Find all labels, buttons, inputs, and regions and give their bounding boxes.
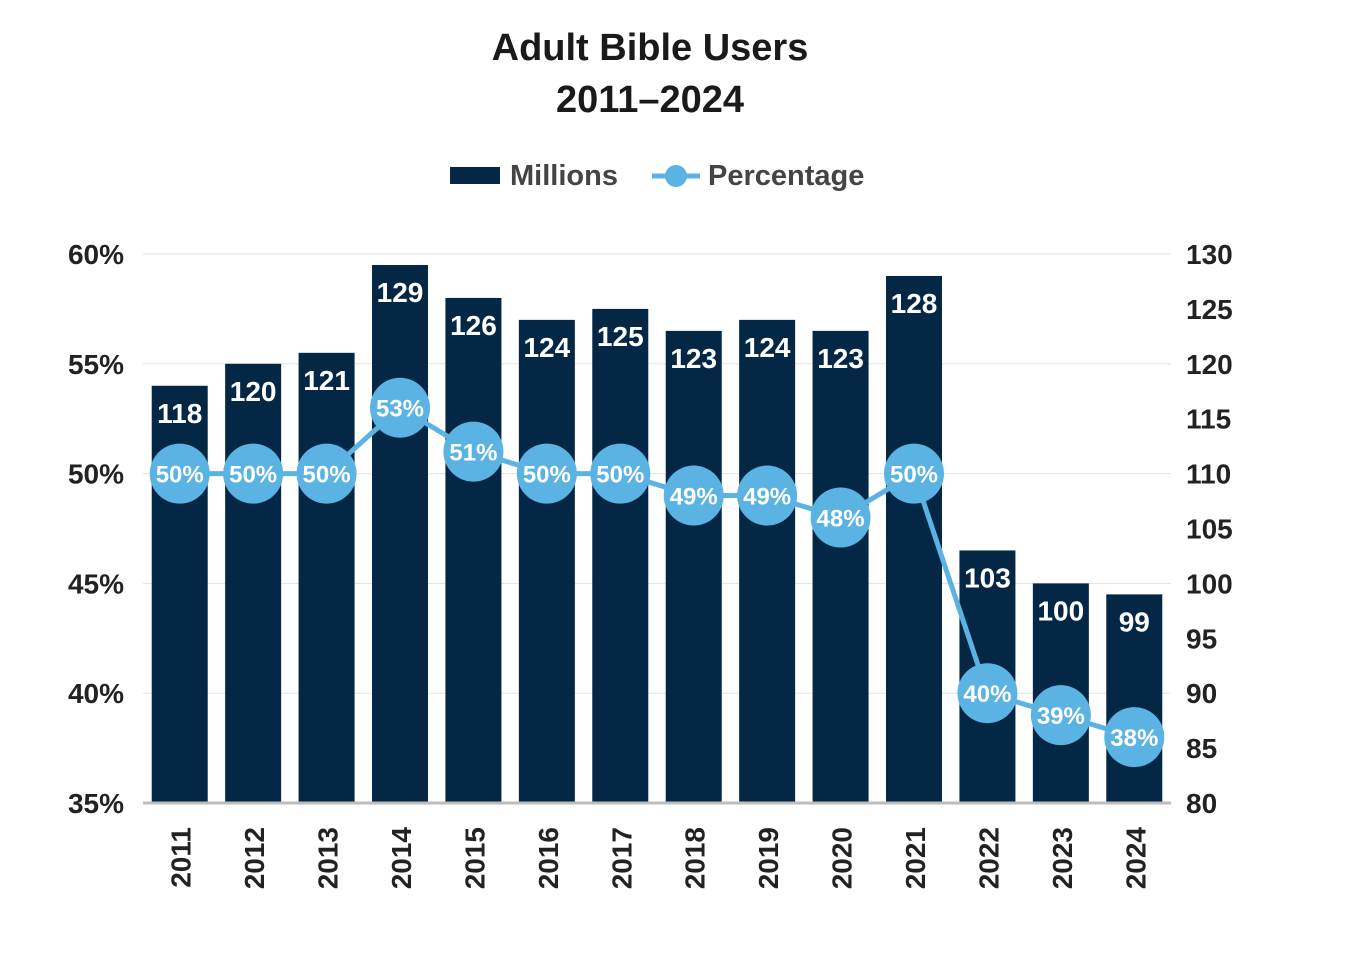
bar-2016 xyxy=(518,319,575,803)
right-axis-tick-label: 90 xyxy=(1186,678,1217,709)
left-axis-tick-label: 40% xyxy=(68,678,124,709)
bar-value-label: 123 xyxy=(670,343,717,374)
x-axis-tick-label: 2019 xyxy=(753,827,784,889)
percentage-point-label: 40% xyxy=(963,681,1011,708)
left-axis-tick-label: 35% xyxy=(68,788,124,819)
percentage-point-2017 xyxy=(590,443,651,504)
bar-value-label: 125 xyxy=(597,321,644,352)
x-axis-tick-label: 2021 xyxy=(900,827,931,889)
percentage-point-2014 xyxy=(370,377,430,438)
bar-2020 xyxy=(812,330,869,803)
percentage-point-label: 49% xyxy=(670,484,718,511)
percentage-point-2024 xyxy=(1104,707,1165,768)
x-axis-tick-label: 2018 xyxy=(680,827,711,889)
percentage-point-label: 51% xyxy=(449,440,497,467)
x-axis-tick-label: 2012 xyxy=(239,827,270,889)
left-axis-tick-label: 45% xyxy=(68,568,124,599)
bar-value-label: 129 xyxy=(377,277,424,308)
percentage-point-2012 xyxy=(223,443,284,504)
legend: Millions Percentage xyxy=(450,160,864,192)
right-axis-tick-label: 95 xyxy=(1186,623,1217,654)
percentage-point-label: 50% xyxy=(890,462,938,489)
x-axis-tick-label: 2016 xyxy=(533,827,564,889)
percentage-point-label: 49% xyxy=(743,484,791,511)
x-axis-tick-label: 2013 xyxy=(313,827,344,889)
bar-2017 xyxy=(592,308,649,803)
right-axis-tick-label: 110 xyxy=(1186,459,1231,490)
legend-millions-swatch xyxy=(450,167,500,184)
bar-value-label: 103 xyxy=(964,562,1011,593)
percentage-point-2016 xyxy=(516,443,577,504)
x-axis: 2011 2012 2013 2014 2015 2016 2017 2018 2019 2020… xyxy=(143,801,1171,890)
percentage-point-2011 xyxy=(149,443,210,504)
percentage-point-2018 xyxy=(663,465,724,526)
x-axis-tick-label: 2014 xyxy=(386,827,417,890)
percentage-point-label: 50% xyxy=(596,462,644,489)
right-axis-tick-label: 100 xyxy=(1186,568,1233,599)
percentage-point-2013 xyxy=(296,443,357,504)
x-axis-tick-label: 2011 xyxy=(166,827,197,888)
bar-series xyxy=(151,264,1163,804)
percentage-point-2019 xyxy=(737,465,798,526)
x-axis-tick-label: 2015 xyxy=(459,827,490,889)
left-axis: 35% 40% 45% 50% 55% 60% xyxy=(68,239,124,819)
bar-2019 xyxy=(739,319,796,803)
percentage-point-2023 xyxy=(1030,685,1091,746)
bar-value-label: 118 xyxy=(157,398,202,429)
bar-value-label: 120 xyxy=(230,376,277,407)
percentage-point-label: 50% xyxy=(303,462,351,489)
percentage-point-label: 50% xyxy=(229,462,277,489)
percentage-point-label: 50% xyxy=(523,462,571,489)
percentage-point-2022 xyxy=(957,663,1018,724)
bar-2013 xyxy=(298,352,355,803)
percentage-point-label: 53% xyxy=(376,396,424,423)
right-axis-tick-label: 85 xyxy=(1186,733,1217,764)
bar-value-labels: 118 120 121 129 126 124 125 123 124 123 128 103 100 9… xyxy=(157,277,1150,637)
bar-2014 xyxy=(372,264,428,804)
right-axis-tick-label: 125 xyxy=(1186,294,1233,325)
bar-2021 xyxy=(886,275,942,804)
chart-title: Adult Bible Users xyxy=(492,27,809,69)
bar-2015 xyxy=(445,297,502,803)
percentage-point-2021 xyxy=(884,443,944,504)
right-axis-tick-label: 105 xyxy=(1186,514,1233,545)
percentage-point-label: 39% xyxy=(1037,703,1085,730)
bar-value-label: 124 xyxy=(523,332,570,363)
bar-value-label: 123 xyxy=(817,343,864,374)
line-markers: 50% 50% 50% 53% 51% 50% 50% 49% 49% 48% 50% 40% 39% 3… xyxy=(149,377,1165,768)
bar-2012 xyxy=(225,363,282,803)
x-axis-tick-label: 2017 xyxy=(606,827,637,889)
percentage-point-label: 38% xyxy=(1110,725,1158,752)
right-axis-tick-label: 120 xyxy=(1186,349,1233,380)
bar-value-label: 126 xyxy=(450,310,497,341)
bar-2024 xyxy=(1106,594,1163,803)
bar-value-label: 121 xyxy=(303,365,350,396)
legend-percentage-marker xyxy=(665,165,687,187)
right-axis-tick-label: 115 xyxy=(1186,404,1231,435)
x-axis-tick-label: 2024 xyxy=(1120,827,1151,890)
left-axis-tick-label: 55% xyxy=(68,349,124,380)
bar-value-label: 100 xyxy=(1037,595,1084,626)
percentage-point-label: 48% xyxy=(817,506,865,533)
right-axis-tick-label: 80 xyxy=(1186,788,1217,819)
right-axis-tick-label: 130 xyxy=(1186,239,1233,270)
bar-value-label: 99 xyxy=(1119,606,1150,637)
percentage-point-2015 xyxy=(443,421,504,482)
right-axis: 80 85 90 95 100 105 110 115 120 125 130 xyxy=(1186,239,1233,819)
legend-millions-label: Millions xyxy=(510,160,618,192)
x-axis-tick-label: 2023 xyxy=(1047,827,1078,889)
percentage-point-2020 xyxy=(810,487,871,548)
chart-subtitle: 2011–2024 xyxy=(556,79,744,121)
x-axis-tick-label: 2020 xyxy=(827,827,858,889)
percentage-point-label: 50% xyxy=(156,462,204,489)
x-axis-tick-label: 2022 xyxy=(973,827,1004,889)
left-axis-tick-label: 50% xyxy=(68,459,124,490)
bar-value-label: 128 xyxy=(891,288,938,319)
legend-percentage-label: Percentage xyxy=(708,160,864,192)
bar-2018 xyxy=(665,330,722,803)
bar-value-label: 124 xyxy=(744,332,791,363)
left-axis-tick-label: 60% xyxy=(68,239,124,270)
